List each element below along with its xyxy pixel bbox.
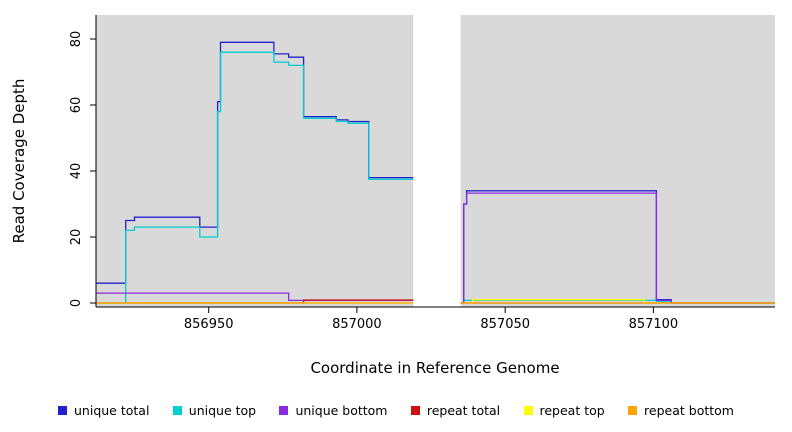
y-tick-label: 40	[69, 163, 84, 180]
x-axis-title: Coordinate in Reference Genome	[310, 359, 559, 377]
y-tick-label: 20	[69, 229, 84, 246]
legend-swatch-repeat-total	[410, 405, 420, 415]
legend-item-repeat-total: repeat total	[410, 402, 501, 418]
legend-swatch-unique-bottom	[279, 405, 289, 415]
x-tick-label: 857000	[332, 317, 382, 332]
y-axis-title: Read Coverage Depth	[10, 79, 28, 244]
legend-label-unique-bottom: unique bottom	[295, 402, 388, 418]
legend-item-unique-total: unique total	[58, 403, 149, 418]
legend-swatch-unique-total	[58, 405, 67, 415]
legend-label-repeat-bottom: repeat bottom	[644, 402, 734, 418]
legend-label-repeat-top: repeat top	[539, 402, 605, 418]
legend-swatch-repeat-bottom	[628, 405, 638, 415]
y-tick-label: 60	[69, 97, 84, 114]
legend-item-repeat-bottom: repeat bottom	[628, 403, 734, 418]
legend-item-unique-bottom: unique bottom	[279, 402, 388, 418]
coverage-plot: Read Coverage Depth Coordinate in Refere…	[10, 15, 775, 377]
legend-swatch-unique-top	[172, 405, 182, 415]
y-tick-label: 80	[69, 31, 84, 48]
chart-legend: unique total unique top unique bottom re…	[0, 400, 792, 420]
x-tick-label: 856950	[184, 317, 234, 332]
legend-label-repeat-total: repeat total	[426, 402, 501, 418]
coverage-gap-band	[413, 15, 461, 307]
legend-item-repeat-top: repeat top	[523, 402, 605, 418]
x-tick-label: 857050	[480, 317, 530, 332]
legend-item-unique-top: unique top	[172, 402, 257, 418]
x-tick-label: 857100	[629, 317, 679, 332]
legend-label-unique-total: unique total	[74, 402, 150, 418]
y-tick-label: 0	[69, 299, 84, 307]
legend-swatch-repeat-top	[523, 405, 533, 415]
legend-label-unique-top: unique top	[188, 402, 257, 418]
